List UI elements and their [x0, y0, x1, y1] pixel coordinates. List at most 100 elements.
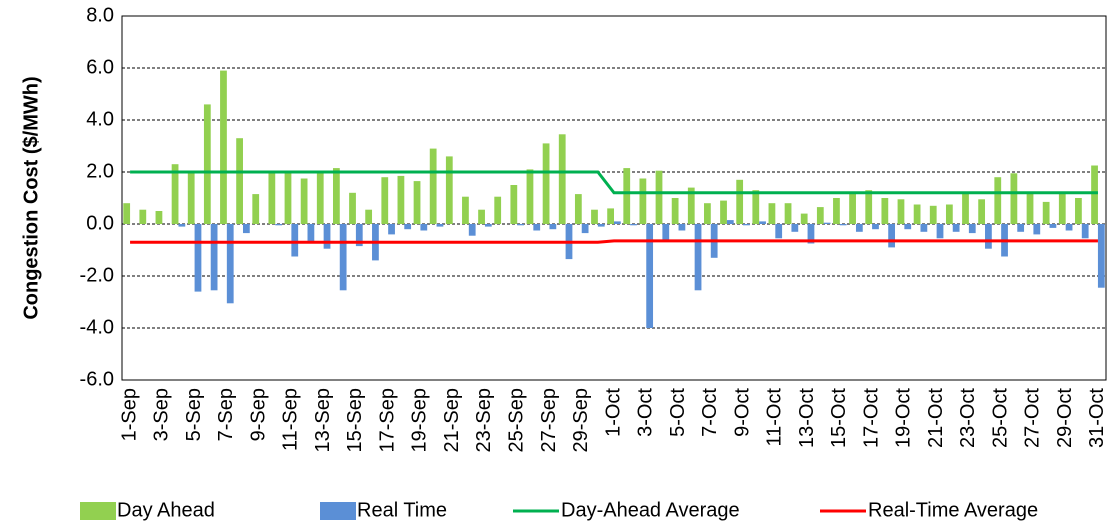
bar: [316, 172, 324, 224]
y-tick-label: -6.0: [80, 368, 114, 390]
bar: [678, 224, 686, 231]
bar: [833, 198, 840, 224]
bar: [775, 224, 783, 239]
bar: [1017, 224, 1025, 232]
x-tick-label: 19-Oct: [893, 388, 915, 448]
bar: [323, 224, 331, 249]
x-tick-label: 7-Oct: [699, 388, 721, 437]
bar: [429, 148, 437, 224]
y-tick-label: -2.0: [80, 264, 114, 286]
bar: [962, 192, 969, 224]
x-tick-label: 13-Sep: [312, 388, 334, 453]
bar: [872, 224, 879, 230]
bar: [994, 177, 1002, 224]
y-tick-label: 8.0: [86, 4, 114, 26]
x-tick-label: 23-Oct: [957, 388, 979, 448]
y-tick-label: 0.0: [86, 212, 114, 234]
bar: [284, 172, 292, 224]
bar: [1049, 224, 1057, 228]
bar: [1075, 198, 1082, 224]
bar: [646, 224, 654, 328]
bar: [952, 224, 960, 232]
bar: [1097, 224, 1105, 288]
x-tick-label: 25-Oct: [989, 388, 1011, 448]
bar: [268, 172, 276, 224]
bar: [1026, 192, 1034, 224]
bar: [759, 221, 766, 224]
bar: [881, 198, 889, 224]
bar: [855, 224, 863, 232]
bar: [623, 168, 631, 224]
bar: [210, 224, 218, 291]
bar: [913, 204, 921, 224]
x-tick-label: 3-Sep: [151, 388, 173, 441]
bar: [155, 211, 163, 224]
x-tick-label: 13-Oct: [796, 388, 818, 448]
y-axis-label: Congestion Cost ($/MWh): [20, 76, 42, 319]
bar: [355, 224, 363, 247]
bar: [510, 185, 518, 224]
bar: [581, 224, 589, 234]
bar: [300, 178, 308, 224]
bar: [929, 205, 937, 224]
bar: [752, 190, 760, 224]
bar: [662, 224, 670, 240]
bar: [849, 192, 856, 224]
bar: [226, 224, 234, 304]
bar: [800, 213, 808, 224]
bar: [671, 198, 679, 224]
x-tick-label: 1-Sep: [118, 388, 140, 441]
y-tick-label: 4.0: [86, 108, 114, 130]
bar: [445, 156, 453, 224]
legend-swatch: [320, 502, 356, 520]
plot-frame: [121, 15, 1107, 381]
bar: [945, 204, 953, 224]
bar: [420, 224, 428, 231]
y-tick-label: 2.0: [86, 160, 114, 182]
bar: [533, 224, 541, 231]
legend-label: Day Ahead: [117, 499, 215, 521]
bar: [1010, 173, 1018, 224]
bar: [1042, 201, 1050, 224]
bar: [484, 224, 492, 227]
bar: [542, 143, 550, 224]
bar: [365, 209, 373, 224]
bar: [194, 224, 202, 292]
bar: [242, 224, 250, 234]
bar: [203, 104, 211, 224]
bar: [839, 224, 847, 226]
bar: [1058, 192, 1066, 224]
bar: [339, 224, 347, 291]
bar: [865, 190, 873, 224]
bar: [888, 224, 896, 248]
bar: [517, 224, 524, 226]
bar: [549, 224, 557, 230]
legend-label: Real Time: [357, 499, 447, 521]
bar: [139, 209, 147, 224]
bar: [574, 194, 582, 224]
bar: [936, 224, 944, 239]
bar: [704, 203, 711, 224]
x-tick-label: 9-Sep: [247, 388, 269, 441]
line: [130, 170, 1098, 195]
x-tick-label: 17-Sep: [376, 388, 398, 453]
bar: [494, 196, 502, 224]
x-tick-label: 27-Oct: [1022, 388, 1044, 448]
x-tick-label: 29-Oct: [1054, 388, 1076, 448]
x-tick-label: 1-Oct: [602, 388, 624, 437]
bar: [720, 200, 727, 224]
x-tick-label: 27-Sep: [538, 388, 560, 453]
bar: [968, 224, 976, 234]
bar: [381, 177, 389, 224]
x-tick-label: 29-Sep: [570, 388, 592, 453]
x-tick-label: 21-Sep: [441, 388, 463, 453]
bar: [187, 172, 195, 224]
bar: [978, 199, 986, 224]
bar: [404, 224, 412, 230]
x-tick-label: 31-Oct: [1086, 388, 1108, 448]
bar: [252, 194, 260, 224]
x-tick-label: 25-Sep: [505, 388, 527, 453]
bar: [614, 221, 621, 224]
bar: [807, 224, 815, 244]
bar: [413, 181, 421, 224]
